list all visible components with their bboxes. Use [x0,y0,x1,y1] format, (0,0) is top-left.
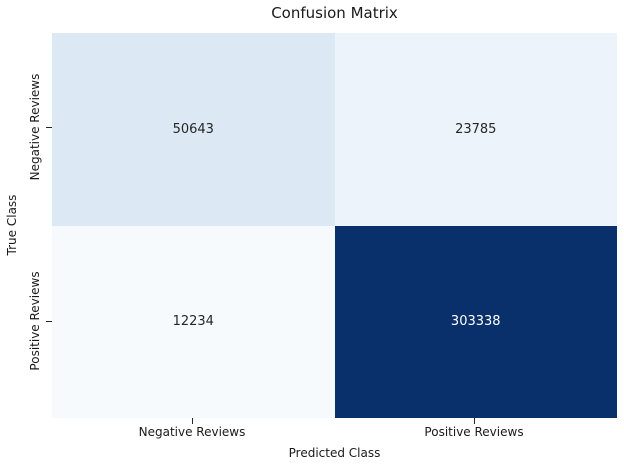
cell-value: 12234 [172,314,214,330]
y-tick-label-positive-reviews: Positive Reviews [28,271,42,371]
x-tick-label-positive-reviews: Positive Reviews [424,425,524,439]
x-tick-label-negative-reviews: Negative Reviews [138,425,246,439]
matrix-cell-true-positive: 303338 [334,225,617,418]
cell-value: 23785 [455,121,497,137]
y-axis-tick-mark [46,321,52,322]
matrix-cell-false-negative: 12234 [52,225,335,418]
y-tick-label-negative-reviews: Negative Reviews [28,73,42,181]
y-axis-tick-mark [46,127,52,128]
cell-value: 303338 [450,314,501,330]
cell-value: 50643 [172,121,214,137]
heatmap-plot-area: 50643 23785 12234 303338 [52,33,617,418]
matrix-cell-true-negative: 50643 [52,33,335,226]
x-axis-tick-mark [192,418,193,424]
x-axis-title: Predicted Class [288,446,381,460]
matrix-cell-false-positive: 23785 [334,33,617,226]
x-axis-tick-mark [474,418,475,424]
y-axis-title: True Class [5,194,19,256]
chart-title: Confusion Matrix [271,4,398,22]
